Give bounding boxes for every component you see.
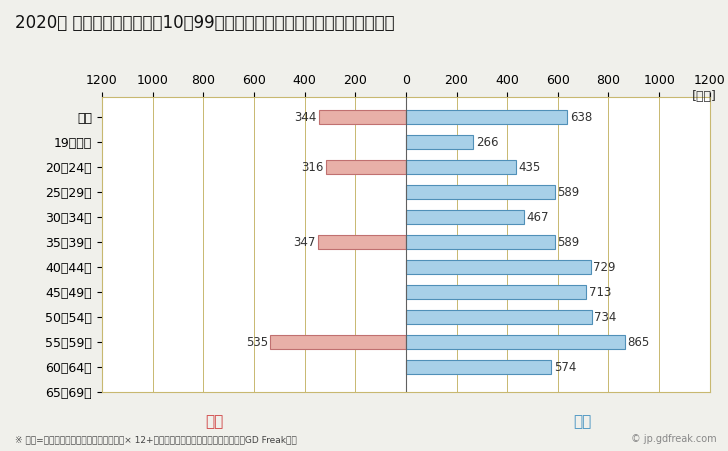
Bar xyxy=(406,285,587,299)
Bar xyxy=(406,310,592,324)
Text: 316: 316 xyxy=(301,161,323,174)
Text: 574: 574 xyxy=(554,361,576,374)
Bar xyxy=(406,210,524,224)
Text: 729: 729 xyxy=(593,261,616,274)
Bar xyxy=(319,110,406,124)
Bar xyxy=(406,185,555,199)
Text: 589: 589 xyxy=(558,236,579,249)
Text: 266: 266 xyxy=(476,136,498,148)
Bar xyxy=(406,336,625,349)
Bar xyxy=(318,235,406,249)
Text: 638: 638 xyxy=(570,110,593,124)
Text: 734: 734 xyxy=(594,311,617,324)
Bar xyxy=(270,336,406,349)
Text: 865: 865 xyxy=(628,336,649,349)
Bar xyxy=(406,260,590,274)
Text: 467: 467 xyxy=(526,211,549,224)
Text: 347: 347 xyxy=(293,236,315,249)
Bar xyxy=(406,110,567,124)
Bar xyxy=(326,160,406,174)
Text: 2020年 民間企業（従業者数10〜99人）フルタイム労働者の男女別平均年収: 2020年 民間企業（従業者数10〜99人）フルタイム労働者の男女別平均年収 xyxy=(15,14,394,32)
Bar xyxy=(406,135,473,149)
Text: 589: 589 xyxy=(558,186,579,198)
Text: 713: 713 xyxy=(589,286,612,299)
Bar xyxy=(406,235,555,249)
Text: 435: 435 xyxy=(518,161,541,174)
Bar xyxy=(406,360,551,374)
Bar xyxy=(406,160,516,174)
Text: © jp.gdfreak.com: © jp.gdfreak.com xyxy=(631,434,717,444)
Text: [万円]: [万円] xyxy=(692,90,717,103)
Text: 344: 344 xyxy=(294,110,316,124)
Text: 女性: 女性 xyxy=(205,414,224,429)
Text: ※ 年収=「きまって支給する現金給与額」× 12+「年間賞与その他特別給与額」としてGD Freak推計: ※ 年収=「きまって支給する現金給与額」× 12+「年間賞与その他特別給与額」と… xyxy=(15,435,296,444)
Text: 男性: 男性 xyxy=(573,414,592,429)
Text: 535: 535 xyxy=(245,336,268,349)
